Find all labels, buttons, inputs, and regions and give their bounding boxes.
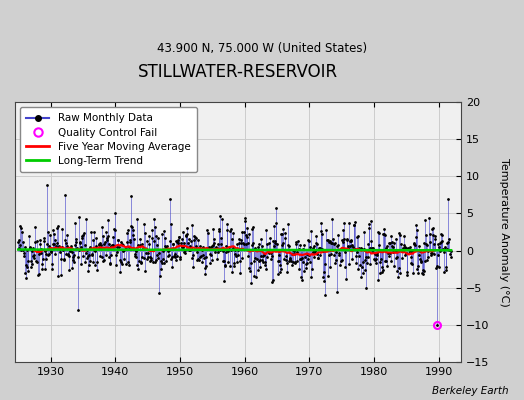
Y-axis label: Temperature Anomaly (°C): Temperature Anomaly (°C) xyxy=(499,158,509,306)
Title: STILLWATER-RESERVOIR: STILLWATER-RESERVOIR xyxy=(138,63,338,81)
Legend: Raw Monthly Data, Quality Control Fail, Five Year Moving Average, Long-Term Tren: Raw Monthly Data, Quality Control Fail, … xyxy=(20,107,197,172)
Text: 43.900 N, 75.000 W (United States): 43.900 N, 75.000 W (United States) xyxy=(157,42,367,55)
Text: Berkeley Earth: Berkeley Earth xyxy=(432,386,508,396)
